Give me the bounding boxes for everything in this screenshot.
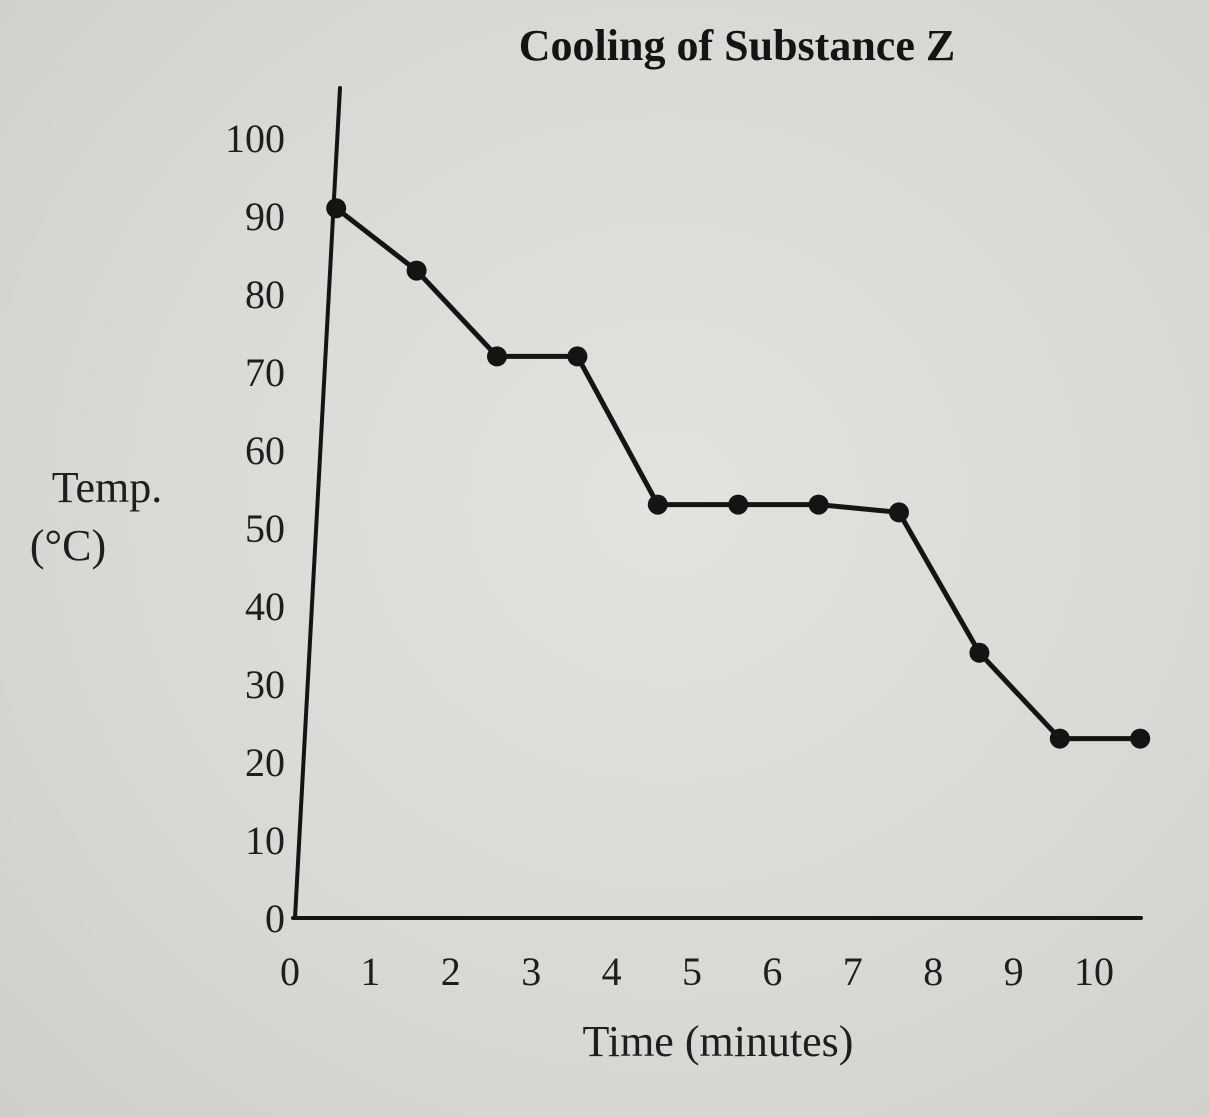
y-tick-labels: 0 10 20 30 40 50 60 70 80 90 100 — [225, 116, 285, 941]
y-tick-label-0: 0 — [265, 896, 285, 941]
y-axis-label: Temp. (°C) — [30, 463, 162, 570]
y-axis-line — [293, 86, 342, 920]
x-tick-label-0: 0 — [280, 949, 300, 994]
data-point-7 — [808, 494, 829, 515]
y-axis-label-line-1: Temp. — [52, 463, 163, 512]
data-point-1 — [326, 198, 347, 219]
data-point-9 — [969, 642, 990, 663]
y-tick-label-20: 20 — [245, 740, 285, 785]
y-tick-label-70: 70 — [245, 350, 285, 395]
data-point-3 — [487, 346, 507, 367]
x-tick-labels: 0 1 2 3 4 5 6 7 8 9 10 — [280, 949, 1114, 994]
x-tick-label-3: 3 — [521, 949, 541, 994]
y-tick-label-30: 30 — [245, 662, 285, 707]
y-tick-label-90: 90 — [245, 194, 285, 239]
data-point-11 — [1130, 728, 1151, 749]
x-tick-label-1: 1 — [360, 949, 380, 994]
y-axis-label-line-2: (°C) — [30, 521, 106, 570]
x-axis-label: Time (minutes) — [583, 1017, 854, 1066]
x-tick-label-10: 10 — [1074, 949, 1114, 994]
x-tick-label-5: 5 — [682, 949, 702, 994]
cooling-curve-points — [326, 198, 1151, 749]
chart-title: Cooling of Substance Z — [519, 21, 955, 70]
y-tick-label-50: 50 — [245, 506, 285, 551]
data-point-8 — [889, 502, 909, 523]
y-tick-label-60: 60 — [245, 428, 285, 473]
x-tick-label-6: 6 — [762, 949, 782, 994]
data-point-5 — [647, 494, 668, 515]
x-tick-label-2: 2 — [441, 949, 461, 994]
data-point-6 — [728, 494, 749, 515]
y-tick-label-40: 40 — [245, 584, 285, 629]
cooling-curve-line — [333, 205, 1143, 742]
y-tick-label-10: 10 — [245, 818, 285, 863]
y-tick-label-100: 100 — [225, 116, 285, 161]
x-tick-label-8: 8 — [923, 949, 943, 994]
x-tick-label-4: 4 — [602, 949, 622, 994]
x-tick-label-7: 7 — [843, 949, 863, 994]
y-tick-label-80: 80 — [245, 272, 285, 317]
data-point-10 — [1049, 728, 1070, 749]
data-point-2 — [406, 260, 427, 281]
data-point-4 — [567, 346, 588, 367]
x-tick-label-9: 9 — [1004, 949, 1024, 994]
